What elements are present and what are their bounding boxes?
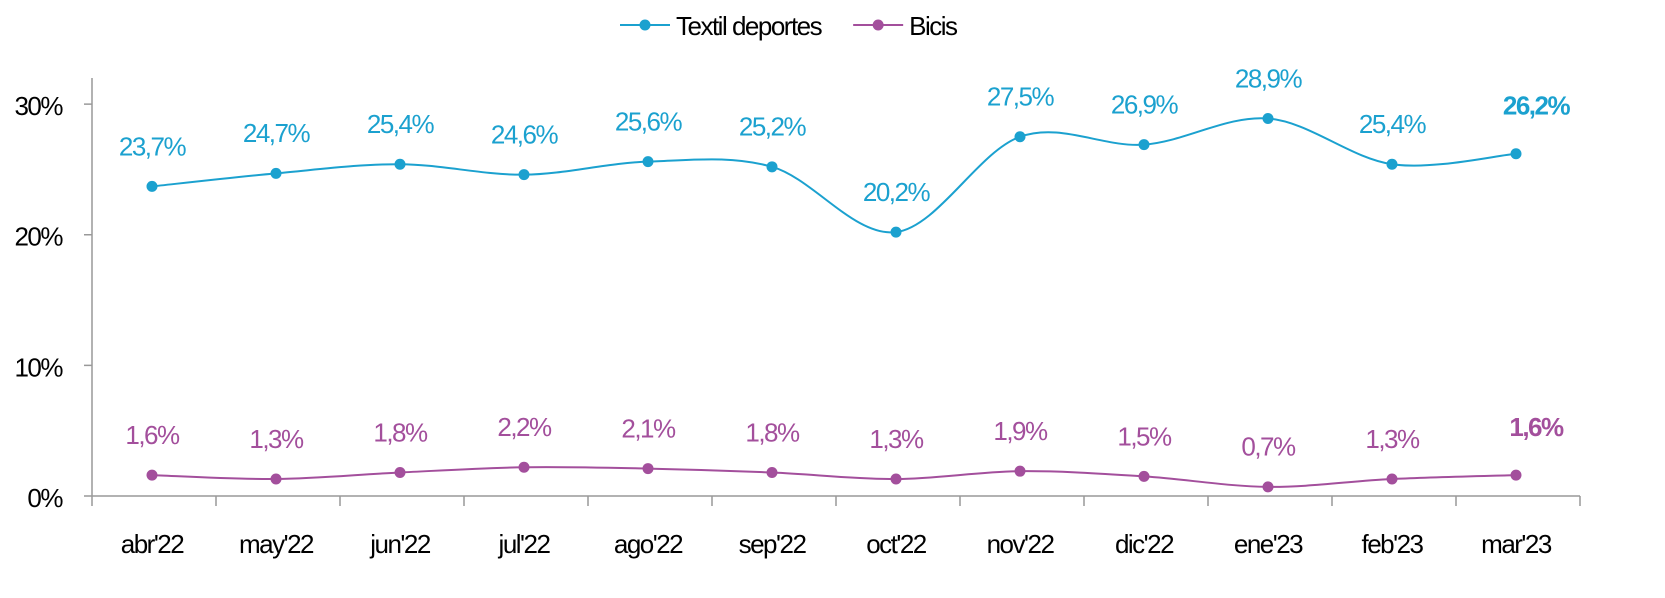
point (1510, 469, 1522, 481)
value-label: 25,6% (615, 106, 683, 136)
point (146, 180, 158, 192)
point (270, 473, 282, 485)
point (1014, 131, 1026, 143)
x-tick-label: jun'22 (369, 529, 431, 559)
value-label: 1,8% (745, 417, 800, 447)
x-tick-label: ago'22 (614, 529, 683, 559)
point (1262, 481, 1274, 493)
value-label: 1,6% (125, 420, 180, 450)
point (146, 469, 158, 481)
x-tick-label: mar'23 (1481, 529, 1552, 559)
value-label: 20,2% (863, 177, 931, 207)
point (1386, 158, 1398, 170)
value-label: 27,5% (987, 82, 1055, 112)
value-label: 1,3% (1365, 424, 1420, 454)
y-tick-label: 0% (27, 483, 63, 513)
series-line (151, 117, 1517, 234)
x-tick-label: sep'22 (739, 529, 807, 559)
point (766, 161, 778, 173)
value-label: 1,3% (869, 424, 924, 454)
y-tick-label: 30% (14, 91, 63, 121)
x-tick-label: dic'22 (1115, 529, 1174, 559)
point (766, 466, 778, 478)
y-tick-label: 10% (14, 352, 63, 382)
value-label: 1,6% (1509, 412, 1564, 442)
x-tick-label: abr'22 (121, 529, 185, 559)
x-tick-label: oct'22 (866, 529, 927, 559)
value-label: 1,9% (993, 416, 1048, 446)
point (1138, 470, 1150, 482)
x-tick-label: ene'23 (1234, 529, 1303, 559)
point (1138, 139, 1150, 151)
value-label: 24,7% (243, 118, 311, 148)
point (1262, 112, 1274, 124)
point (270, 167, 282, 179)
value-label: 25,4% (367, 109, 435, 139)
point (642, 156, 654, 168)
point (518, 461, 530, 473)
point (890, 226, 902, 238)
x-tick-label: may'22 (239, 529, 314, 559)
point (394, 158, 406, 170)
point (1014, 465, 1026, 477)
value-label: 24,6% (491, 120, 559, 150)
x-tick-label: jul'22 (498, 529, 551, 559)
value-label: 2,1% (621, 413, 676, 443)
legend-label: Textil deportes (676, 11, 823, 41)
value-label: 2,2% (497, 412, 552, 442)
value-label: 1,5% (1117, 421, 1172, 451)
point (890, 473, 902, 485)
legend-dot (639, 19, 651, 31)
point (1386, 473, 1398, 485)
point (1510, 148, 1522, 160)
legend-label: Bicis (909, 11, 958, 41)
x-tick-label: feb'23 (1361, 529, 1423, 559)
value-label: 28,9% (1235, 63, 1303, 93)
point (642, 463, 654, 475)
value-label: 23,7% (119, 131, 187, 161)
value-label: 26,9% (1111, 89, 1179, 119)
value-label: 0,7% (1241, 432, 1296, 462)
point (518, 169, 530, 181)
point (394, 466, 406, 478)
value-label: 25,4% (1359, 109, 1427, 139)
series-line (151, 466, 1517, 488)
value-label: 1,3% (249, 424, 304, 454)
value-label: 1,8% (373, 417, 428, 447)
y-tick-label: 20% (14, 222, 63, 252)
legend-dot (872, 19, 884, 31)
value-label: 25,2% (739, 112, 807, 142)
value-label: 26,2% (1503, 91, 1571, 121)
x-tick-label: nov'22 (987, 529, 1055, 559)
